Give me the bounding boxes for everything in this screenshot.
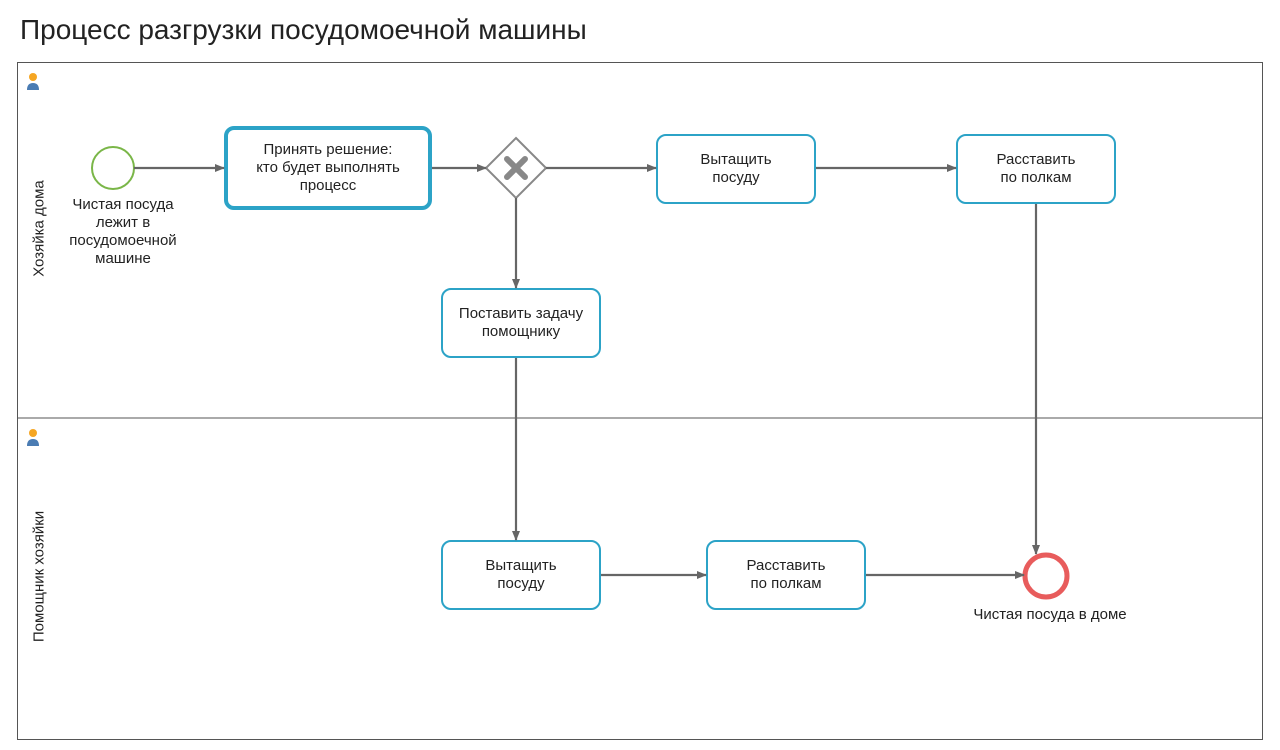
task-assign-helper: Поставить задачупомощнику xyxy=(441,288,601,358)
task-place-owner: Расставитьпо полкам xyxy=(956,134,1116,204)
diagram-title: Процесс разгрузки посудомоечной машины xyxy=(20,14,587,46)
start-event-label: Чистая посудалежит впосудомоечноймашине xyxy=(58,196,188,268)
user-icon xyxy=(25,72,41,90)
user-icon xyxy=(25,428,41,446)
task-decide: Принять решение:кто будет выполнятьпроце… xyxy=(224,126,432,210)
task-pull-owner: Вытащитьпосуду xyxy=(656,134,816,204)
lane-label-helper: Помощник хозяйки xyxy=(31,497,48,657)
task-pull-helper: Вытащитьпосуду xyxy=(441,540,601,610)
task-place-helper: Расставитьпо полкам xyxy=(706,540,866,610)
lane-label-owner: Хозяйка дома xyxy=(31,149,48,309)
end-event-label: Чистая посуда в доме xyxy=(960,606,1140,624)
